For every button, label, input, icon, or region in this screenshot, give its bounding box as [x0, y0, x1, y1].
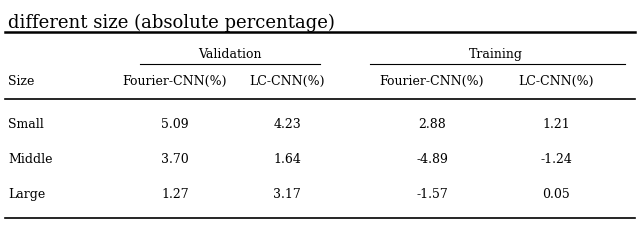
Text: 0.05: 0.05 [542, 188, 570, 201]
Text: 3.70: 3.70 [161, 153, 189, 166]
Text: different size (absolute percentage): different size (absolute percentage) [8, 14, 335, 32]
Text: 1.27: 1.27 [161, 188, 189, 201]
Text: Middle: Middle [8, 153, 52, 166]
Text: Size: Size [8, 75, 35, 88]
Text: Training: Training [469, 48, 523, 61]
Text: -1.57: -1.57 [416, 188, 448, 201]
Text: 4.23: 4.23 [273, 118, 301, 131]
Text: Fourier-CNN(%): Fourier-CNN(%) [123, 75, 227, 88]
Text: 3.17: 3.17 [273, 188, 301, 201]
Text: 1.64: 1.64 [273, 153, 301, 166]
Text: Validation: Validation [198, 48, 262, 61]
Text: LC-CNN(%): LC-CNN(%) [518, 75, 594, 88]
Text: LC-CNN(%): LC-CNN(%) [249, 75, 324, 88]
Text: -4.89: -4.89 [416, 153, 448, 166]
Text: 1.21: 1.21 [542, 118, 570, 131]
Text: -1.24: -1.24 [540, 153, 572, 166]
Text: Fourier-CNN(%): Fourier-CNN(%) [380, 75, 484, 88]
Text: Small: Small [8, 118, 44, 131]
Text: 2.88: 2.88 [418, 118, 446, 131]
Text: 5.09: 5.09 [161, 118, 189, 131]
Text: Large: Large [8, 188, 45, 201]
